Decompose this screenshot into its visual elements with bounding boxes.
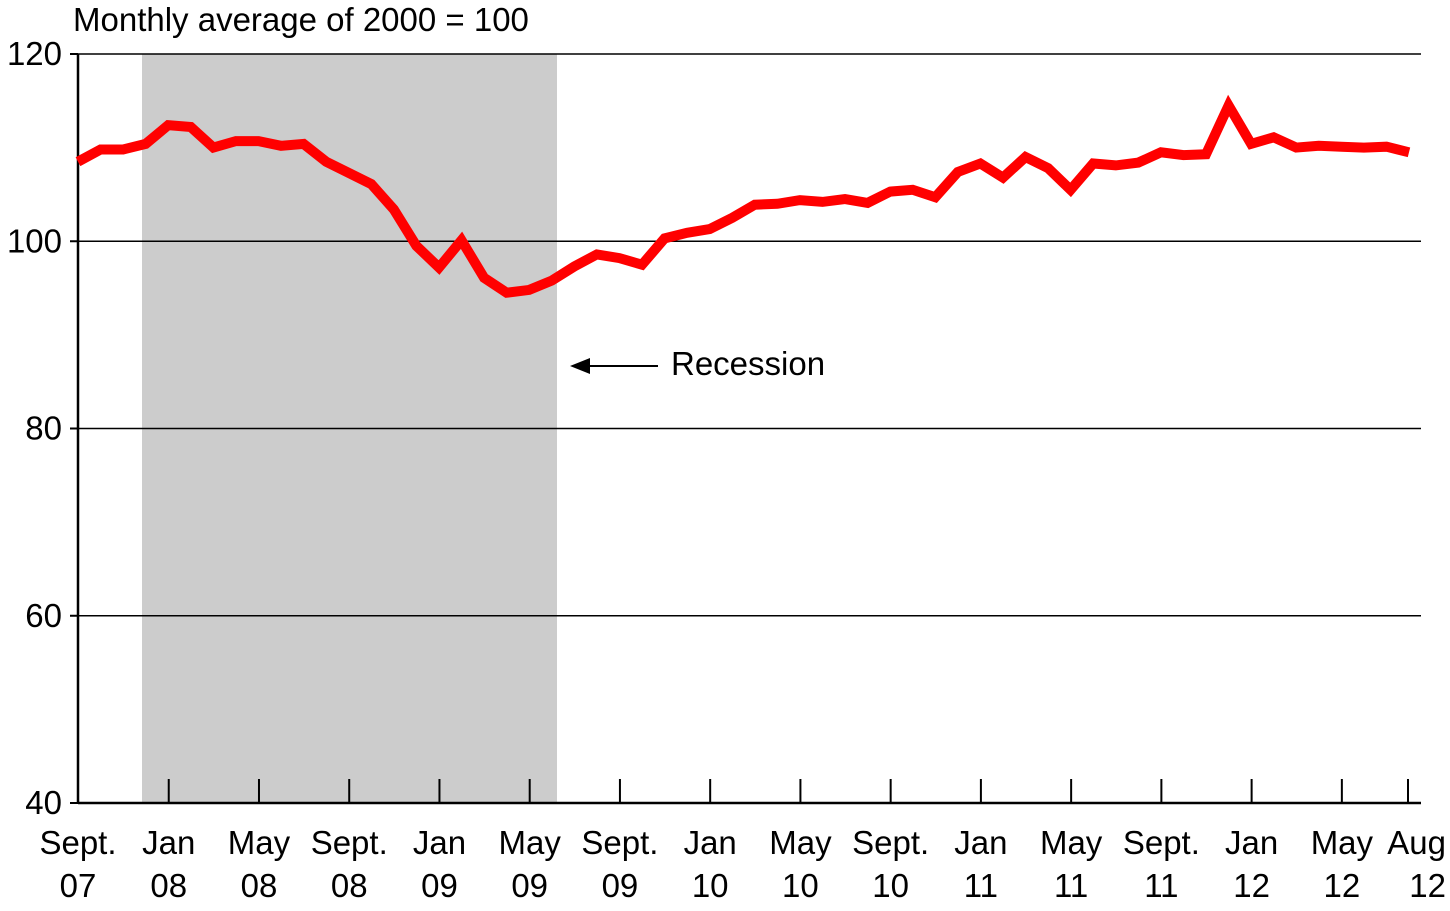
gridlines: [78, 53, 1421, 617]
x-tick-label-month-12: Sept.: [1123, 824, 1200, 861]
axes: [70, 53, 1421, 805]
annotation-layer: Recession: [570, 345, 825, 382]
x-tick-label-month-9: Sept.: [852, 824, 929, 861]
x-tick-label-year-6: 09: [602, 867, 639, 904]
x-tick-label-year-7: 10: [692, 867, 729, 904]
x-tick-label-year-2: 08: [241, 867, 278, 904]
x-tick-label-year-11: 11: [1054, 867, 1088, 904]
x-tick-label-year-8: 10: [782, 867, 819, 904]
y-tick-label-40: 40: [25, 784, 62, 821]
series-layer: [75, 94, 1411, 298]
recession-label: Recession: [671, 345, 825, 382]
y-tick-labels: 40 60 80 100 120: [7, 35, 62, 821]
x-tick-label-year-4: 09: [421, 867, 458, 904]
x-tick-label-year-13: 12: [1233, 867, 1270, 904]
x-tick-label-month-2: May: [228, 824, 291, 861]
y-tick-label-80: 80: [25, 410, 62, 447]
x-tick-label-month-0: Sept.: [39, 824, 116, 861]
y-tick-label-120: 120: [7, 35, 62, 72]
x-tick-label-year-14: 12: [1324, 867, 1361, 904]
y-axis-unit-label: Monthly average of 2000 = 100: [73, 1, 529, 38]
x-tick-label-month-10: Jan: [954, 824, 1007, 861]
x-tick-label-year-15: 12: [1409, 867, 1446, 904]
x-tick-label-year-12: 11: [1144, 867, 1178, 904]
x-tick-label-year-3: 08: [331, 867, 368, 904]
x-tick-label-month-15: Aug: [1387, 824, 1446, 861]
x-tick-label-month-8: May: [769, 824, 832, 861]
x-tick-label-year-10: 11: [964, 867, 998, 904]
x-tick-label-month-3: Sept.: [311, 824, 388, 861]
recession-arrowhead: [570, 358, 590, 374]
x-tick-label-year-0: 07: [60, 867, 97, 904]
x-tick-label-month-11: May: [1040, 824, 1103, 861]
x-tick-label-month-13: Jan: [1225, 824, 1278, 861]
x-tick-label-month-4: Jan: [413, 824, 466, 861]
x-tick-label-month-7: Jan: [684, 824, 737, 861]
y-tick-label-60: 60: [25, 597, 62, 634]
x-tick-labels: Sept. 07 Jan 08 May 08 Sept. 08 Jan 09 May 09 Sept. 0…: [39, 824, 1446, 904]
series-line-0: [75, 94, 1411, 298]
x-tick-label-month-1: Jan: [142, 824, 195, 861]
x-tick-label-month-14: May: [1311, 824, 1374, 861]
x-tick-label-year-9: 10: [872, 867, 909, 904]
x-tick-label-month-6: Sept.: [581, 824, 658, 861]
x-tick-label-month-5: May: [499, 824, 562, 861]
x-tick-label-year-5: 09: [511, 867, 548, 904]
x-tick-label-year-1: 08: [150, 867, 187, 904]
y-tick-label-100: 100: [7, 222, 62, 259]
